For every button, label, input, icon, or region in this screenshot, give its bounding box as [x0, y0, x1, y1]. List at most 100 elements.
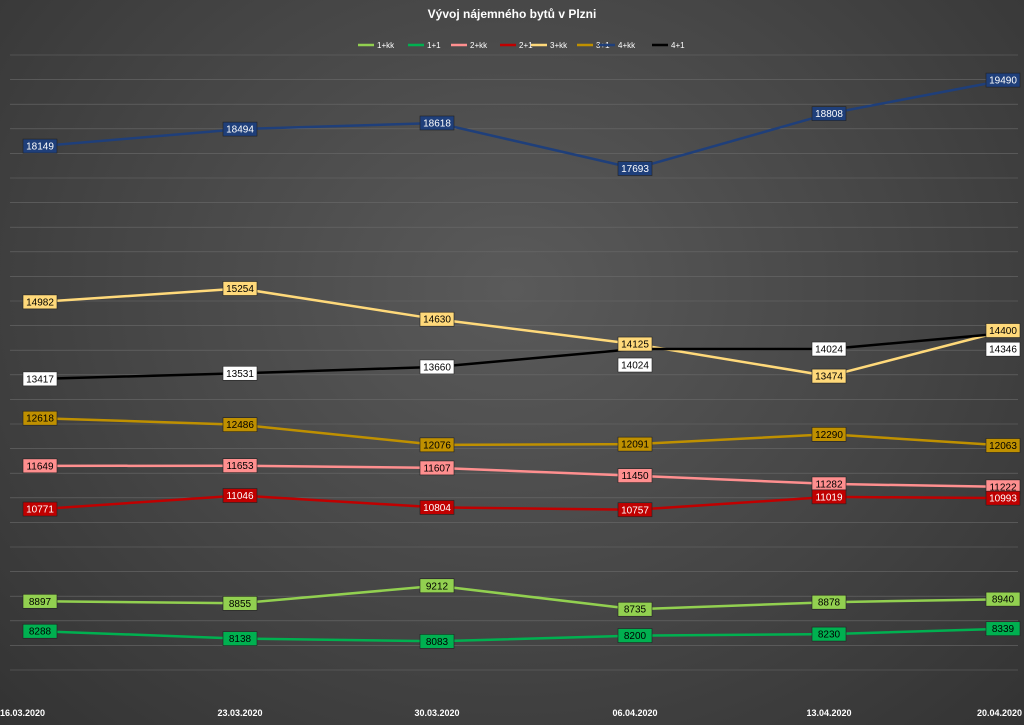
- data-label-text: 13474: [815, 372, 843, 383]
- data-label: 8855: [222, 596, 258, 611]
- data-label-text: 14982: [26, 297, 54, 308]
- data-label-box: [419, 359, 455, 375]
- data-label: 11282: [811, 476, 847, 492]
- series-line-4+kk: [39, 78, 1006, 170]
- data-label: 14630: [419, 311, 455, 327]
- series-line-3+kk: [39, 287, 1006, 378]
- x-tick-label: 06.04.2020: [612, 708, 657, 718]
- data-label-box: [222, 458, 258, 473]
- data-label-box: [22, 371, 58, 387]
- data-label-text: 14400: [989, 326, 1017, 337]
- data-label-text: 11653: [226, 461, 254, 472]
- series-line-1+kk: [39, 584, 1006, 611]
- x-tick-label: 20.04.2020: [977, 708, 1022, 718]
- data-label-text: 11607: [423, 463, 451, 474]
- data-label-box: [22, 458, 58, 474]
- data-label-box: [222, 365, 258, 381]
- data-label-text: 11222: [989, 482, 1017, 493]
- data-label-text: 9212: [426, 581, 449, 592]
- data-label-box: [985, 490, 1021, 506]
- legend-label: 2+kk: [470, 41, 488, 50]
- data-label-text: 8735: [624, 605, 647, 616]
- data-label-box: [222, 121, 258, 137]
- data-label-box: [419, 634, 455, 649]
- data-label: 12091: [617, 436, 653, 452]
- x-axis-ticks: 16.03.2020 23.03.2020 30.03.2020 06.04.2020…: [0, 708, 1022, 718]
- legend-label: 4+1: [671, 41, 685, 50]
- data-label: 12618: [22, 410, 58, 426]
- data-label-text: 13660: [423, 362, 451, 373]
- data-label-text: 11046: [226, 491, 254, 502]
- data-label-box: [617, 601, 653, 617]
- legend-label: 1+1: [427, 41, 441, 50]
- data-label: 8878: [811, 594, 847, 610]
- data-label: 13531: [222, 365, 258, 381]
- legend-label: 3+kk: [550, 41, 568, 50]
- data-label: 14024: [811, 341, 847, 357]
- data-label: 19490: [985, 72, 1021, 88]
- data-label-box: [617, 436, 653, 452]
- data-label-box: [985, 72, 1021, 88]
- data-label: 8138: [222, 631, 258, 646]
- data-label-box: [222, 596, 258, 611]
- data-label-text: 18618: [423, 118, 451, 129]
- data-label: 18808: [811, 106, 847, 121]
- data-label-text: 13531: [226, 369, 254, 380]
- data-label: 8897: [22, 593, 58, 609]
- data-label-text: 11649: [26, 461, 54, 472]
- data-label: 18618: [419, 115, 455, 131]
- data-label: 12290: [811, 427, 847, 442]
- legend-label: 2+1: [519, 41, 533, 50]
- data-label-box: [419, 115, 455, 131]
- data-label-text: 12076: [423, 440, 451, 451]
- legend-item: 4+1: [652, 41, 685, 50]
- data-label-text: 18494: [226, 125, 254, 136]
- data-label: 18149: [22, 138, 58, 154]
- data-label-text: 14024: [815, 345, 843, 356]
- data-label-box: [985, 438, 1021, 453]
- data-label: 18494: [222, 121, 258, 137]
- data-label: 14982: [22, 294, 58, 310]
- data-label-box: [419, 460, 455, 476]
- data-label: 14346: [985, 341, 1021, 357]
- data-label: 8230: [811, 626, 847, 642]
- data-label-text: 18149: [26, 142, 54, 153]
- data-label: 10804: [419, 500, 455, 515]
- data-label: 14024: [617, 357, 653, 373]
- legend-label: 1+kk: [377, 41, 395, 50]
- data-label-text: 10757: [621, 505, 649, 516]
- data-label: 13474: [811, 368, 847, 384]
- data-label-box: [419, 500, 455, 515]
- data-label-text: 15254: [226, 284, 254, 295]
- data-label-box: [419, 437, 455, 453]
- data-labels: 8897 8855 9212 8735 8878 8940 8288 8138 8083 8200…: [22, 72, 1021, 649]
- data-label-box: [811, 594, 847, 610]
- data-label-text: 8083: [426, 637, 449, 648]
- data-label: 8200: [617, 628, 653, 643]
- data-label: 11607: [419, 460, 455, 476]
- data-label-text: 8855: [229, 599, 252, 610]
- legend-item: 4+kk: [599, 41, 636, 50]
- data-label-text: 14346: [989, 345, 1017, 356]
- legend-item: 2+kk: [451, 41, 488, 50]
- data-label: 12063: [985, 438, 1021, 453]
- series-line-4+1: [39, 331, 1006, 381]
- legend-item: 2+1: [500, 41, 533, 50]
- data-label-text: 11019: [815, 492, 843, 503]
- data-label-box: [811, 489, 847, 505]
- data-label: 8940: [985, 591, 1021, 607]
- data-label-box: [22, 593, 58, 609]
- data-label-text: 10771: [26, 505, 54, 516]
- legend-label: 4+kk: [618, 41, 636, 50]
- data-label: 14400: [985, 323, 1021, 338]
- data-label-box: [617, 336, 653, 352]
- x-tick-label: 23.03.2020: [217, 708, 262, 718]
- data-label-text: 14024: [621, 361, 649, 372]
- data-label: 14125: [617, 336, 653, 352]
- data-label-box: [985, 323, 1021, 338]
- data-label-box: [419, 311, 455, 327]
- data-label-box: [222, 631, 258, 646]
- data-label: 11019: [811, 489, 847, 505]
- data-label-text: 11282: [815, 479, 843, 490]
- data-label-box: [811, 368, 847, 384]
